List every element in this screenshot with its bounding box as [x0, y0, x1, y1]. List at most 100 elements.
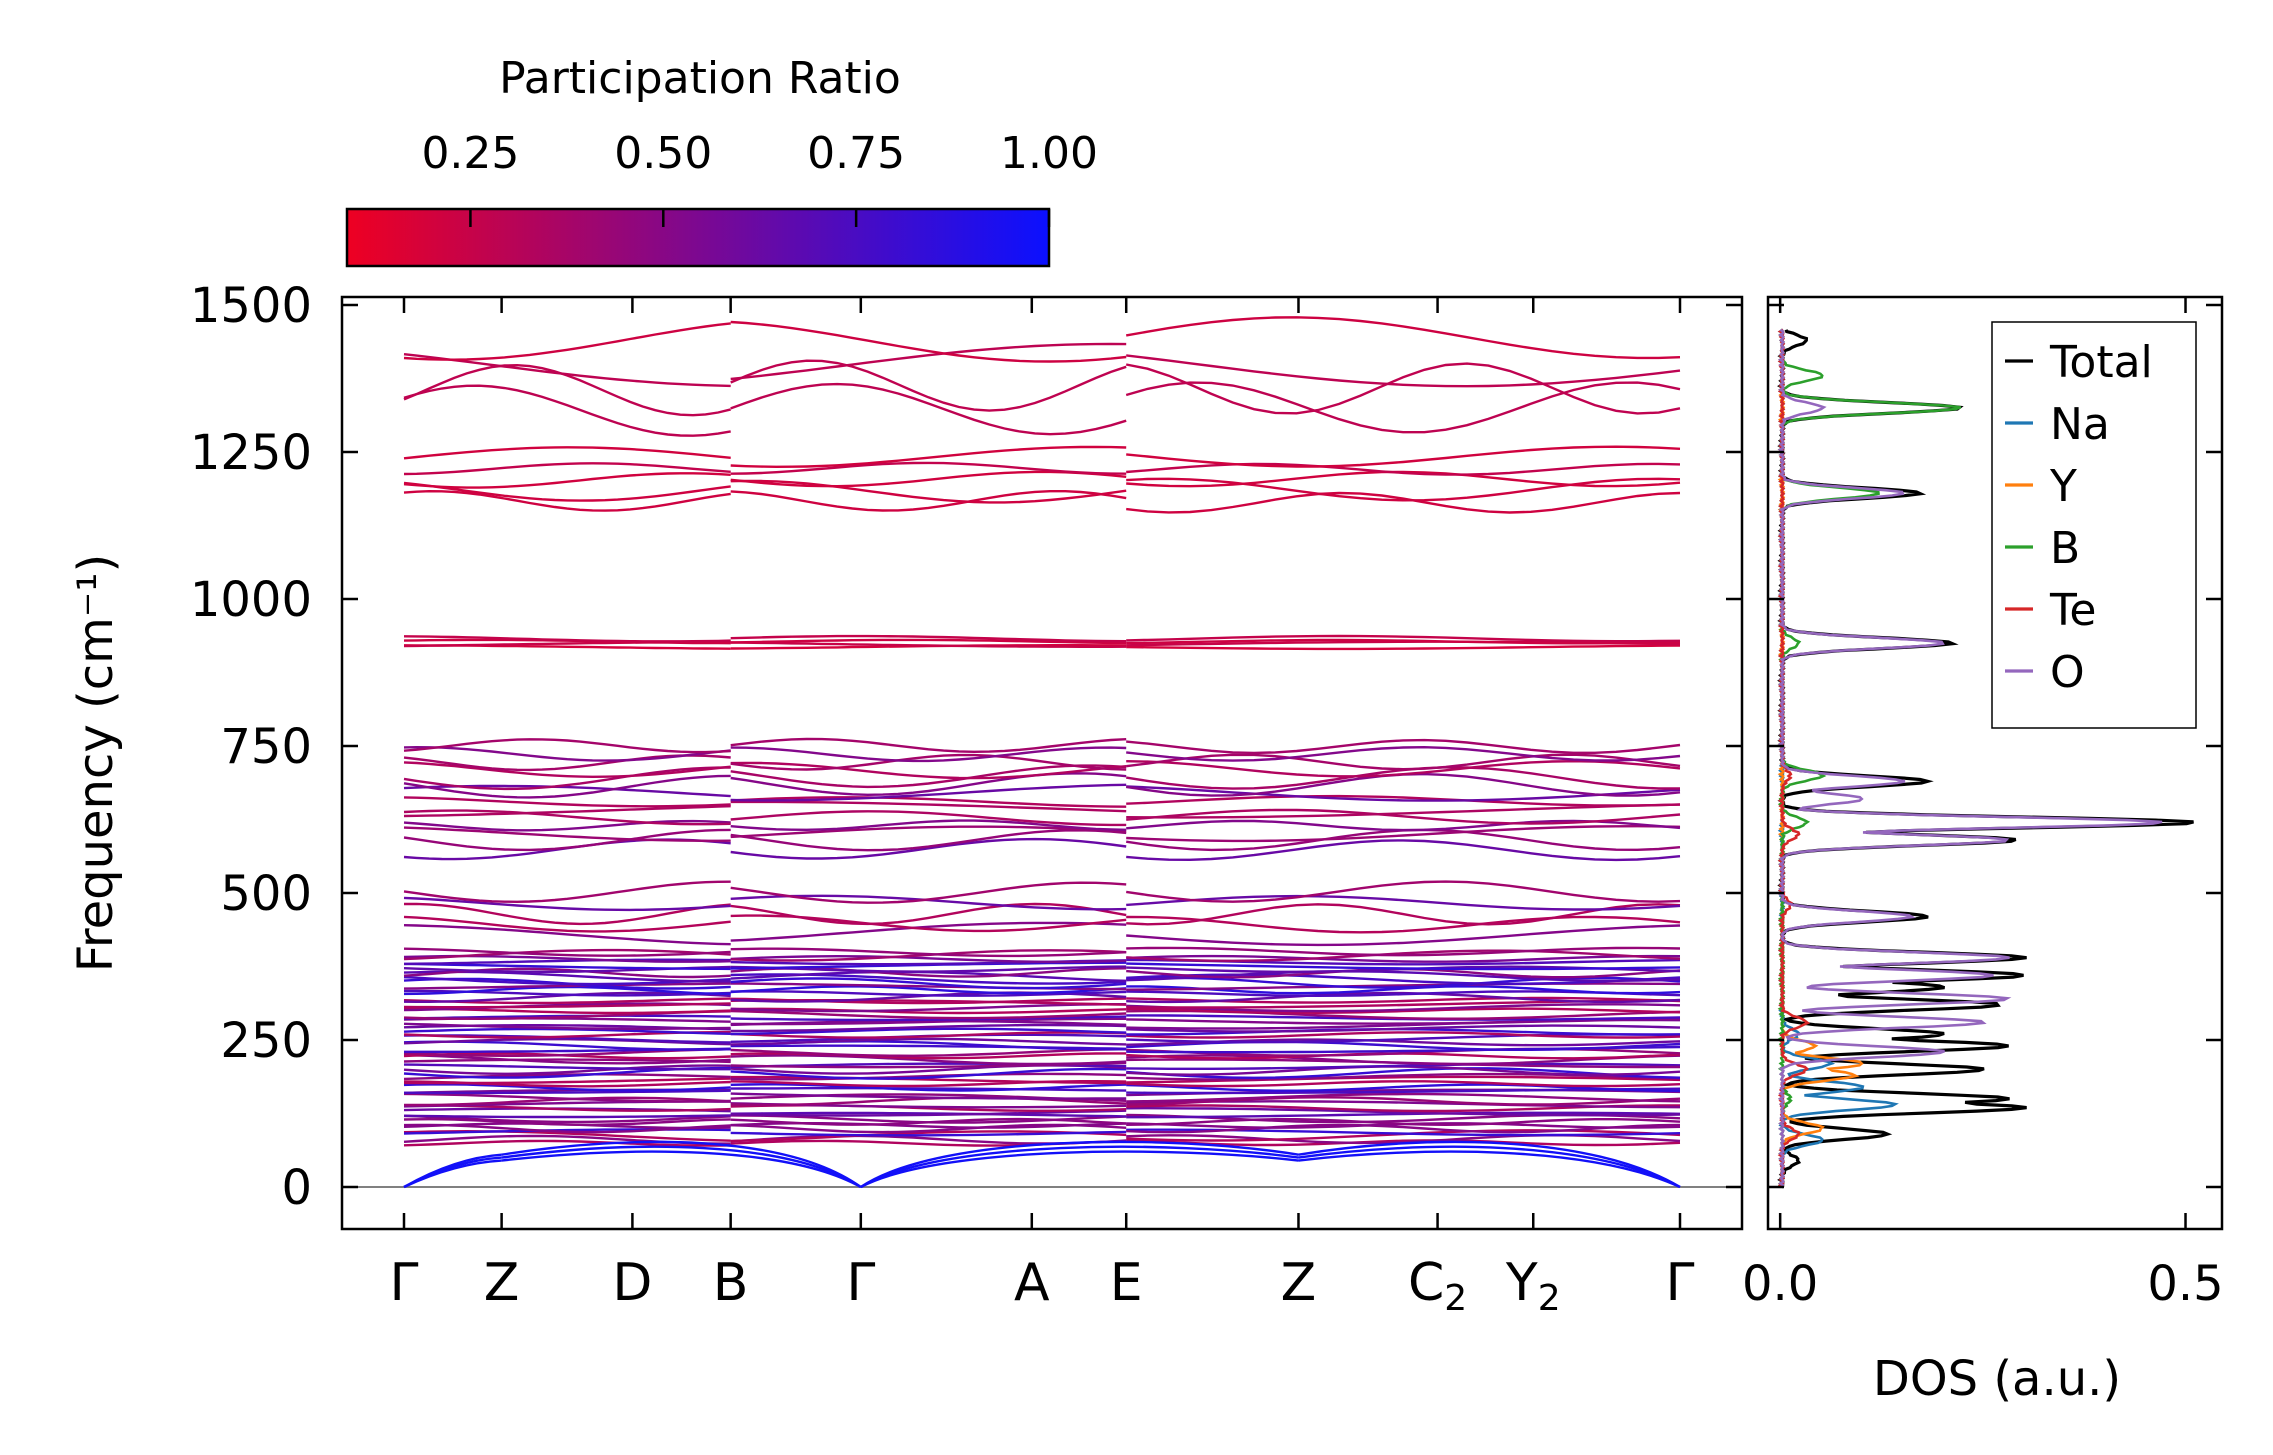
band-line	[403, 1092, 731, 1103]
band-line	[403, 774, 731, 799]
band-line	[1126, 1067, 1681, 1080]
band-line	[1126, 924, 1681, 947]
band-y-axis: 0 250 500 750 1000 1250 1500	[190, 278, 1742, 1216]
acoustic-branch	[1298, 1140, 1681, 1189]
y-tick-label: 500	[220, 866, 312, 922]
band-line	[730, 1114, 1127, 1124]
band-line	[1126, 803, 1681, 819]
dos-curve-te	[1777, 328, 1811, 1189]
band-line	[1126, 1083, 1681, 1092]
kpoint-label: C2	[1408, 1253, 1467, 1319]
band-line	[403, 1083, 731, 1092]
band-line	[1126, 915, 1681, 934]
band-line	[730, 342, 1127, 381]
band-line	[1126, 1017, 1681, 1025]
band-line	[1125, 316, 1681, 360]
legend-label: Na	[2050, 399, 2110, 450]
dos-curves	[1777, 328, 2194, 1189]
band-line	[403, 948, 731, 961]
band-line	[730, 1130, 1127, 1137]
acoustic-branch	[501, 1150, 862, 1189]
band-line	[1126, 894, 1681, 911]
band-line	[1126, 1007, 1681, 1015]
band-line	[730, 1015, 1127, 1022]
kpoint-label: Γ	[1666, 1253, 1695, 1313]
band-line	[1126, 766, 1680, 790]
band-line	[1126, 477, 1681, 502]
acoustic-branch	[860, 1145, 1299, 1189]
band-line	[730, 1003, 1127, 1013]
band-line	[403, 322, 731, 361]
dos-x-axis-label: DOS (a.u.)	[1873, 1351, 2121, 1407]
acoustic-branch	[860, 1150, 1299, 1189]
band-line	[403, 809, 731, 826]
kpoint-label: B	[713, 1253, 749, 1313]
band-line	[403, 1027, 731, 1035]
band-line	[403, 1114, 731, 1119]
band-line	[730, 965, 1127, 973]
colorbar-tick-label: 0.75	[807, 128, 905, 179]
band-line	[403, 967, 731, 979]
band-line	[730, 977, 1127, 990]
acoustic-branch	[403, 1159, 502, 1189]
band-line	[1126, 976, 1681, 989]
band-line	[1126, 1096, 1681, 1106]
band-line	[403, 489, 731, 512]
y-axis-label: Frequency (cm⁻¹)	[68, 554, 124, 972]
legend-label: Te	[2049, 585, 2096, 636]
kpoint-label: A	[1014, 1253, 1050, 1313]
band-line	[1125, 381, 1681, 434]
legend-label: Total	[2049, 337, 2153, 388]
band-line	[730, 1037, 1127, 1046]
band-line	[1126, 1062, 1681, 1070]
band-line	[730, 819, 1127, 832]
band-line	[730, 1067, 1127, 1080]
band-line	[730, 837, 1127, 860]
band-line	[1126, 946, 1681, 957]
band-line	[730, 1087, 1127, 1092]
band-line	[1126, 982, 1681, 991]
band-line	[403, 958, 731, 966]
band-line	[403, 947, 731, 957]
band-line	[403, 761, 731, 779]
acoustic-branch	[501, 1140, 862, 1188]
kpoint-label: Z	[484, 1253, 520, 1313]
legend-label: O	[2050, 647, 2085, 698]
band-line	[730, 881, 1127, 904]
band-line	[1126, 903, 1681, 926]
band-line	[1126, 1003, 1681, 1013]
band-line	[730, 737, 1127, 754]
band-line	[730, 796, 1127, 808]
band-line	[1126, 1054, 1681, 1066]
kpoint-label: D	[612, 1253, 652, 1313]
dos-axes-frame	[1766, 295, 2224, 1231]
band-line	[1126, 839, 1681, 862]
band-line	[1126, 1031, 1681, 1039]
band-line	[1126, 759, 1681, 778]
band-axes-frame	[340, 295, 1744, 1231]
band-line	[1126, 794, 1681, 807]
band-line	[1126, 1139, 1681, 1147]
band-line	[730, 1048, 1127, 1058]
band-line	[1126, 808, 1681, 825]
acoustic-branch	[1298, 1145, 1681, 1189]
band-line	[1126, 785, 1681, 802]
band-line	[1126, 1118, 1681, 1127]
band-line	[730, 1083, 1127, 1092]
dos-legend: Total Na YB Te O	[1991, 321, 2197, 729]
band-line	[730, 990, 1127, 997]
y-tick-label: 1500	[190, 278, 312, 334]
band-line	[403, 446, 731, 460]
colorbar-label: Participation Ratio	[499, 53, 901, 104]
band-structure-panel: 0 250 500 750 1000 1250 1500 Γ Z D B Γ A E Z C2 Y2 Γ Fre…	[68, 278, 1744, 1319]
band-line	[403, 1064, 731, 1076]
band-line	[1126, 738, 1681, 755]
band-line	[730, 641, 1127, 648]
band-line	[1126, 880, 1681, 903]
band-line	[403, 924, 731, 946]
band-line	[1126, 985, 1681, 995]
colorbar-ticks: 0.25 0.50 0.75 1.00	[421, 128, 1098, 227]
band-line	[403, 363, 731, 417]
band-line	[403, 745, 731, 762]
colorbar-tick-label: 0.50	[614, 128, 712, 179]
